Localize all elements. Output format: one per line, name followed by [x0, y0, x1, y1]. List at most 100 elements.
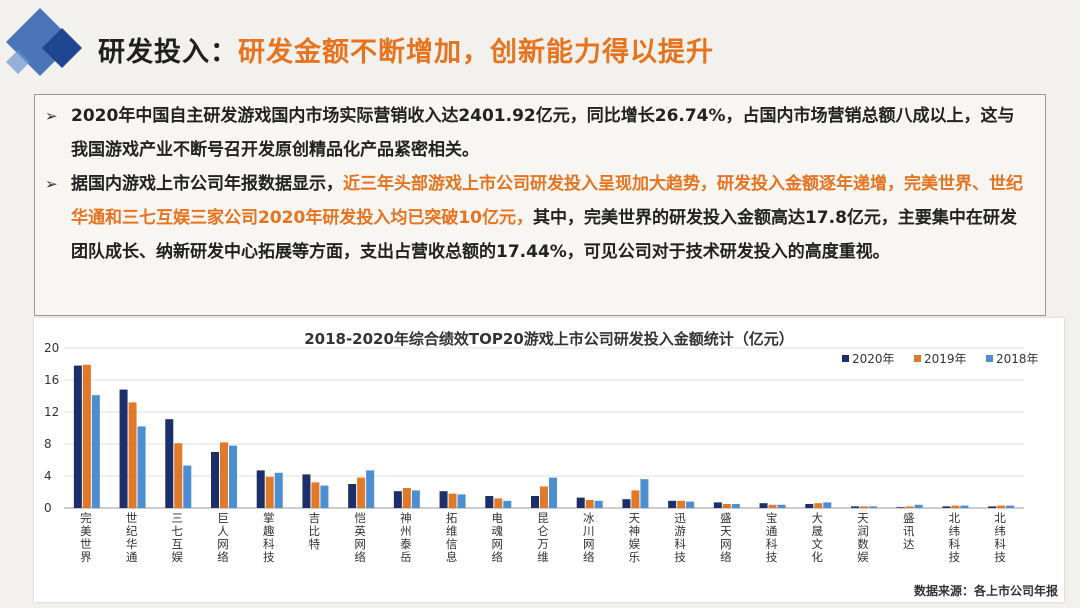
bar	[686, 501, 695, 508]
x-tick-label-char: 天	[857, 511, 869, 525]
bar	[677, 500, 686, 508]
x-tick-label-char: 技	[994, 550, 1006, 564]
bar	[896, 507, 905, 508]
x-tick-label-char: 络	[492, 550, 504, 564]
arrow-bullet-icon: ➢	[45, 107, 58, 125]
x-tick-label-char: 技	[766, 550, 778, 564]
x-tick-label-char: 迅	[674, 511, 686, 525]
bar	[594, 500, 603, 508]
x-tick-label-char: 昆	[537, 511, 549, 525]
bar	[668, 500, 677, 508]
bar	[988, 506, 997, 508]
x-tick-label-char: 纬	[949, 524, 961, 538]
bar	[1006, 505, 1015, 508]
x-tick-label-char: 盛	[903, 511, 915, 525]
bar	[951, 505, 960, 508]
x-tick-label-char: 络	[217, 550, 229, 564]
bar	[851, 506, 859, 508]
bar-chart: 2018-2020年综合绩效TOP20游戏上市公司研发投入金额统计（亿元） 0 4 8…	[44, 330, 1058, 598]
bar	[731, 504, 740, 508]
bar	[768, 504, 777, 508]
bar	[722, 504, 731, 508]
x-tick-label-char: 达	[903, 537, 915, 551]
x-tick-label-char: 界	[80, 550, 92, 564]
x-tick-label-char: 润	[857, 524, 869, 538]
bar	[73, 365, 82, 508]
x-tick-label-char: 电	[492, 511, 504, 525]
bar	[576, 497, 585, 508]
x-tick-label-char: 神	[629, 524, 641, 538]
x-tick-label-char: 英	[354, 524, 366, 538]
bar	[256, 470, 265, 508]
x-tick-label-char: 宝	[766, 511, 778, 525]
x-tick-label-char: 晟	[812, 524, 824, 538]
y-tick-label: 16	[44, 373, 59, 387]
x-tick-label-char: 科	[949, 537, 961, 551]
x-tick-label-char: 维	[537, 550, 549, 564]
bar	[411, 490, 420, 508]
legend-label: 2018年	[996, 352, 1039, 366]
bar	[357, 477, 366, 508]
bar	[713, 502, 722, 508]
x-tick-label-char: 技	[949, 550, 961, 564]
x-tick-label-char: 通	[766, 524, 778, 538]
bar	[457, 494, 466, 508]
x-tick-label-char: 掌	[263, 511, 275, 525]
x-tick-label-char: 吉	[309, 511, 321, 525]
bar	[91, 395, 100, 508]
bar	[366, 470, 375, 508]
x-tick-label-char: 讯	[903, 524, 915, 538]
bar	[905, 506, 914, 508]
x-tick-label-char: 北	[949, 511, 961, 525]
bar	[503, 500, 512, 508]
y-tick-label: 8	[44, 437, 52, 451]
bullet-1-text: 2020年中国自主研发游戏国内市场实际营销收入达2401.92亿元，同比增长26…	[71, 106, 1015, 160]
bar	[585, 500, 594, 508]
bar	[549, 477, 557, 508]
legend-swatch	[914, 355, 921, 362]
bullet-paragraph-1: ➢ 2020年中国自主研发游戏国内市场实际营销收入达2401.92亿元，同比增长…	[43, 99, 1031, 167]
bar	[402, 488, 411, 508]
bar	[211, 452, 219, 508]
x-tick-label-char: 天	[629, 511, 641, 525]
x-tick-label-char: 网	[583, 537, 595, 551]
bar	[229, 445, 237, 508]
bar	[640, 479, 649, 508]
x-tick-label-char: 游	[674, 524, 686, 538]
y-tick-label: 12	[44, 405, 59, 419]
x-tick-label-char: 娱	[172, 550, 184, 564]
x-tick-label-char: 世	[80, 537, 92, 551]
x-tick-label-char: 科	[994, 537, 1006, 551]
x-tick-label-char: 恺	[354, 511, 366, 525]
x-tick-label-char: 通	[126, 550, 138, 564]
x-tick-label-char: 大	[812, 511, 824, 525]
x-tick-label-char: 巨	[217, 511, 229, 525]
bar	[960, 505, 969, 508]
y-tick-label: 0	[44, 501, 52, 515]
bar	[914, 504, 923, 508]
legend-label: 2020年	[852, 352, 895, 366]
x-tick-label-char: 特	[309, 537, 321, 551]
x-tick-label-char: 岳	[400, 550, 412, 564]
x-tick-label-char: 乐	[629, 550, 641, 564]
bullet-2-text-b: 其中，完美世界的研发投入金额高达17.8亿元，主要集中在研发团队成长、纳新研发中…	[71, 208, 1017, 262]
bar	[302, 474, 311, 508]
bar	[274, 472, 283, 508]
page-title-prefix: 研发投入：	[98, 37, 238, 68]
bar	[439, 491, 448, 508]
bar	[869, 506, 877, 508]
x-tick-label-char: 纪	[126, 524, 138, 538]
bar	[119, 389, 128, 508]
x-tick-label-char: 北	[994, 511, 1006, 525]
x-tick-label-char: 拓	[446, 511, 458, 525]
bar	[622, 499, 631, 508]
bar	[137, 426, 146, 508]
bar	[823, 502, 832, 508]
x-tick-label-char: 娱	[629, 537, 641, 551]
bar	[448, 493, 457, 508]
bar	[814, 503, 823, 508]
x-tick-label-char: 万	[537, 537, 549, 551]
page-title: 研发投入：研发金额不断增加，创新能力得以提升	[98, 30, 714, 69]
bar	[220, 442, 228, 508]
bar	[320, 485, 329, 508]
